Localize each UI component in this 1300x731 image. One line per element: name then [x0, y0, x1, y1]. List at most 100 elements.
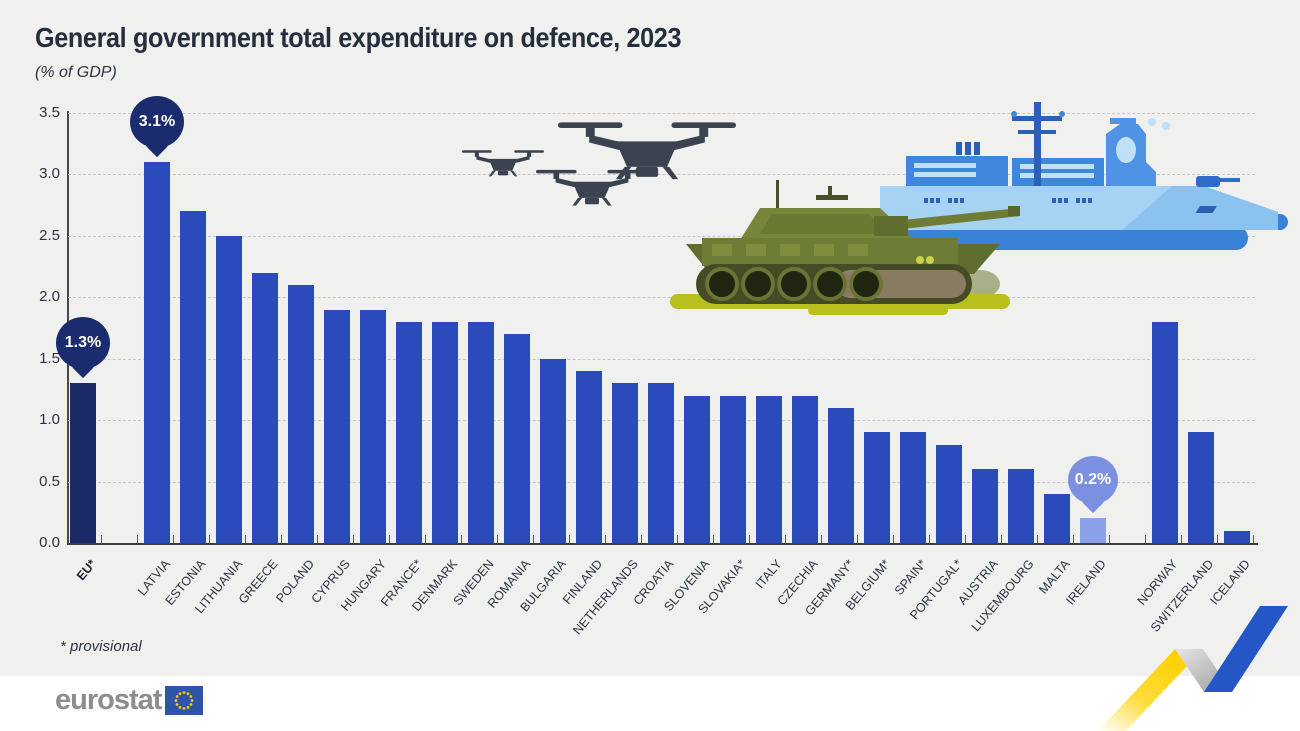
axis-tick: [389, 535, 390, 543]
callout-latvia: 3.1%: [130, 96, 184, 158]
bar-slovakia: [720, 395, 746, 543]
bar-switzerland: [1188, 432, 1214, 543]
axis-tick: [1001, 535, 1002, 543]
axis-tick: [353, 535, 354, 543]
callout-tail: [146, 136, 168, 158]
provisional-footnote: * provisional: [60, 638, 142, 655]
gridline: [68, 113, 1255, 114]
bar-italy: [756, 395, 782, 543]
callout-tail: [72, 357, 94, 379]
axis-tick: [245, 535, 246, 543]
bar-czechia: [792, 395, 818, 543]
axis-tick: [1109, 535, 1110, 543]
tank-illustration: [670, 180, 1020, 315]
drone-icon: [462, 150, 544, 177]
axis-tick: [209, 535, 210, 543]
eurostat-logo: eurostat: [55, 684, 204, 717]
bar-france: [396, 321, 422, 543]
axis-tick: [569, 535, 570, 543]
bar-bulgaria: [540, 358, 566, 543]
y-tick-label: 1.0: [39, 411, 60, 429]
axis-tick: [281, 535, 282, 543]
bar-netherlands: [612, 383, 638, 543]
axis-tick: [497, 535, 498, 543]
bar-austria: [972, 469, 998, 543]
axis-tick: [425, 535, 426, 543]
axis-tick: [785, 535, 786, 543]
bar-eu: [70, 383, 96, 543]
bar-germany: [828, 407, 854, 543]
drone-icon: [558, 122, 736, 180]
axis-tick: [965, 535, 966, 543]
bar-ireland: [1080, 518, 1106, 543]
bar-luxembourg: [1008, 469, 1034, 543]
y-tick-label: 3.5: [39, 104, 60, 121]
axis-tick: [533, 535, 534, 543]
callout-ireland: 0.2%: [1068, 456, 1118, 514]
axis-tick: [929, 535, 930, 543]
axis-tick: [1037, 535, 1038, 543]
drone-icon: [536, 169, 648, 206]
eu-flag-icon: [165, 686, 204, 715]
callout-value: 3.1%: [138, 113, 176, 131]
axis-tick: [713, 535, 714, 543]
bar-cyprus: [324, 309, 350, 543]
bar-iceland: [1224, 530, 1250, 543]
callout-eu: 1.3%: [56, 317, 110, 379]
bar-latvia: [144, 162, 170, 543]
y-tick-label: 2.0: [39, 288, 60, 306]
bar-denmark: [432, 321, 458, 543]
axis-tick: [317, 535, 318, 543]
axis-tick: [1217, 535, 1218, 543]
axis-tick: [1145, 535, 1146, 543]
bar-norway: [1152, 321, 1178, 543]
chart-unit-subtitle: (% of GDP): [35, 64, 117, 81]
axis-tick: [641, 535, 642, 543]
axis-tick: [101, 535, 102, 543]
axis-tick: [1181, 535, 1182, 543]
axis-tick: [857, 535, 858, 543]
axis-tick: [461, 535, 462, 543]
axis-tick: [893, 535, 894, 543]
bar-portugal: [936, 444, 962, 543]
axis-tick: [1073, 535, 1074, 543]
bar-poland: [288, 285, 314, 543]
y-tick-label: 1.5: [39, 349, 60, 367]
bar-croatia: [648, 383, 674, 543]
bar-belgium: [864, 432, 890, 543]
bar-romania: [504, 334, 530, 543]
bar-slovenia: [684, 395, 710, 543]
gridline: [68, 235, 1255, 237]
bar-finland: [576, 371, 602, 543]
bar-sweden: [468, 321, 494, 543]
y-tick-label: 3.0: [39, 165, 60, 183]
bar-greece: [252, 272, 278, 543]
axis-tick: [605, 535, 606, 543]
gridline: [68, 174, 1255, 176]
bar-estonia: [180, 211, 206, 543]
page-title: General government total expenditure on …: [35, 22, 682, 53]
x-label-eu: EU*: [73, 557, 99, 584]
axis-tick: [677, 535, 678, 543]
axis-tick: [137, 535, 138, 543]
y-tick-label: 0.0: [39, 534, 60, 551]
y-tick-label: 0.5: [39, 472, 60, 490]
x-label-spain: SPAIN*: [891, 557, 929, 598]
axis-tick: [821, 535, 822, 543]
callout-value: 1.3%: [64, 334, 102, 352]
x-axis: [67, 543, 1258, 545]
bar-spain: [900, 432, 926, 543]
eurostat-wordmark: eurostat: [55, 684, 162, 716]
bar-hungary: [360, 309, 386, 543]
gridline: [68, 358, 1255, 360]
callout-value: 0.2%: [1074, 471, 1112, 489]
axis-tick: [173, 535, 174, 543]
x-label-italy: ITALY: [752, 557, 785, 592]
callout-tail: [1082, 492, 1104, 514]
axis-tick: [749, 535, 750, 543]
bar-malta: [1044, 493, 1070, 543]
x-label-malta: MALTA: [1036, 557, 1073, 597]
y-tick-label: 2.5: [39, 226, 60, 244]
bar-lithuania: [216, 235, 242, 543]
axis-tick: [1253, 535, 1254, 543]
